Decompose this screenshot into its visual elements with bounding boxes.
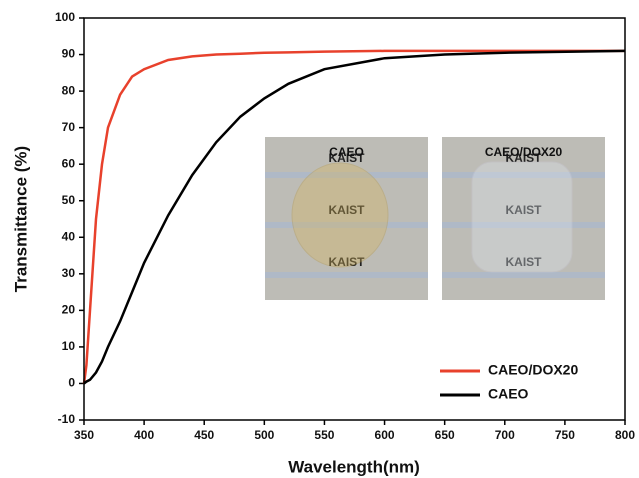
photo-word: KAIST [506, 151, 543, 165]
y-tick-label: 0 [68, 376, 75, 390]
legend-text: CAEO [488, 386, 529, 402]
y-tick-label: 40 [62, 229, 76, 243]
photo-stripe [442, 222, 605, 228]
photo-word: KAIST [329, 151, 366, 165]
x-tick-label: 500 [254, 428, 274, 442]
sample-disc [291, 162, 389, 268]
x-tick-label: 350 [74, 428, 94, 442]
photo-word: KAIST [329, 203, 366, 217]
series-line [83, 49, 626, 385]
x-tick-label: 800 [615, 428, 635, 442]
x-axis-title: Wavelength(nm) [288, 457, 420, 476]
y-tick-label: -10 [58, 412, 76, 426]
x-tick-label: 750 [555, 428, 575, 442]
photo-stripe [442, 172, 605, 178]
legend-text: CAEO/DOX20 [488, 362, 578, 378]
series-line [82, 49, 625, 384]
y-tick-label: 50 [62, 193, 76, 207]
x-tick-label: 600 [375, 428, 395, 442]
x-tick-label: 450 [194, 428, 214, 442]
y-tick-label: 80 [62, 83, 76, 97]
photo-stripe [265, 222, 428, 228]
photo-label: CAEO [329, 145, 364, 159]
y-tick-label: 60 [62, 156, 76, 170]
plot-frame [83, 17, 626, 421]
photo-word: KAIST [506, 203, 543, 217]
x-tick-label: 650 [435, 428, 455, 442]
x-tick-label: 400 [134, 428, 154, 442]
photo-stripe [265, 172, 428, 178]
x-tick-label: 550 [314, 428, 334, 442]
y-tick-label: 10 [62, 339, 76, 353]
y-tick-label: 30 [62, 266, 76, 280]
y-tick-label: 70 [62, 120, 76, 134]
y-tick-label: 90 [62, 47, 76, 61]
photo-stripe [442, 272, 605, 278]
photo-label: CAEO/DOX20 [485, 145, 563, 159]
y-tick-label: 100 [55, 10, 75, 24]
x-tick-label: 700 [495, 428, 515, 442]
y-axis-title: Transmittance (%) [11, 146, 30, 292]
y-tick-label: 20 [62, 303, 76, 317]
photo-stripe [265, 272, 428, 278]
sample-film [471, 161, 573, 273]
photo-word: KAIST [329, 255, 366, 269]
photo-word: KAIST [506, 255, 543, 269]
